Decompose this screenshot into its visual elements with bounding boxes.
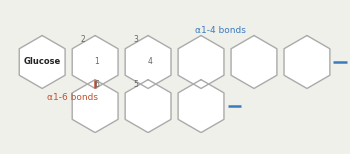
Polygon shape [19, 36, 65, 89]
Text: α1-4 bonds: α1-4 bonds [195, 26, 246, 35]
Text: 3: 3 [133, 35, 138, 45]
Polygon shape [231, 36, 277, 89]
Polygon shape [178, 80, 224, 133]
Polygon shape [72, 80, 118, 133]
Text: 4: 4 [147, 57, 152, 67]
Polygon shape [284, 36, 330, 89]
Polygon shape [125, 36, 171, 89]
Text: 5: 5 [133, 80, 138, 89]
Polygon shape [178, 36, 224, 89]
Text: Glucose: Glucose [23, 57, 61, 67]
Text: 1: 1 [94, 57, 99, 67]
Text: 6: 6 [94, 80, 99, 89]
Text: 2: 2 [80, 35, 85, 45]
Polygon shape [72, 36, 118, 89]
Polygon shape [125, 80, 171, 133]
Text: α1-6 bonds: α1-6 bonds [48, 93, 98, 102]
